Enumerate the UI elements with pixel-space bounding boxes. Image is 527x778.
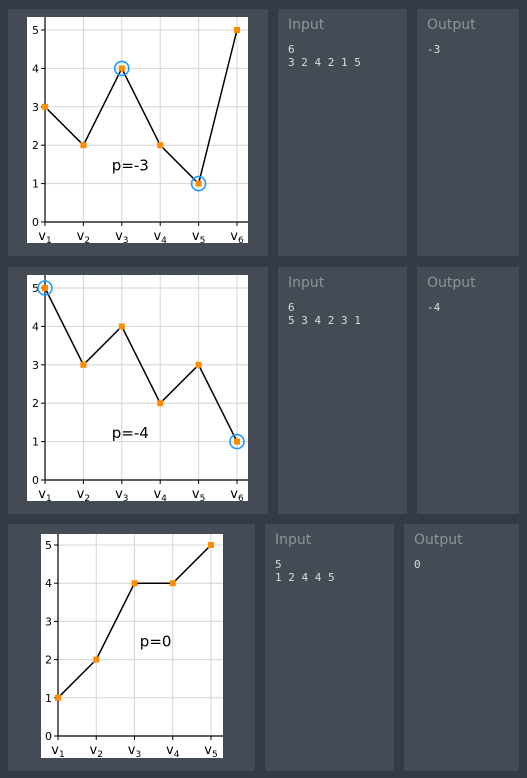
x-tick-label: v5 (204, 743, 217, 760)
data-point (131, 580, 138, 587)
data-point (42, 103, 48, 110)
y-tick-label: 1 (45, 692, 52, 705)
highlight-ring (37, 280, 53, 296)
y-tick-label: 4 (32, 62, 39, 75)
input-line: 6 (288, 43, 295, 56)
x-tick-label: v6 (230, 229, 244, 246)
output-label: Output (427, 275, 476, 291)
annotation-label: p=-4 (112, 424, 149, 442)
data-point (208, 542, 214, 548)
data-point (118, 323, 125, 330)
input-line: 6 (288, 301, 295, 314)
output-label: Output (414, 532, 463, 548)
x-tick-label: v4 (153, 487, 167, 504)
plot-background (41, 534, 223, 758)
x-tick-label: v2 (77, 487, 90, 504)
data-point (80, 361, 87, 368)
y-tick-label: 4 (45, 577, 52, 590)
x-tick-label: v3 (115, 229, 128, 246)
example-3-output-panel: Output 0 (404, 524, 519, 771)
annotation-label: p=-3 (112, 156, 149, 174)
data-point (195, 361, 202, 368)
y-tick-label: 4 (32, 320, 39, 333)
y-tick-label: 3 (32, 101, 39, 114)
y-tick-label: 1 (32, 178, 39, 191)
input-label: Input (288, 17, 325, 33)
x-tick-label: v6 (230, 487, 244, 504)
y-tick-label: 0 (45, 730, 52, 743)
example-1-plot: 0 1 2 3 4 5 v1 v2 v3 v4 v5 v6 p=-3 (27, 17, 248, 246)
y-tick-label: 3 (45, 615, 52, 628)
x-tick-label: v5 (192, 487, 205, 504)
x-tick-label: v2 (77, 229, 90, 246)
data-point (93, 656, 100, 663)
highlight-ring (190, 175, 207, 192)
x-tick-label: v1 (38, 229, 51, 246)
example-1-output-panel: Output -3 (417, 9, 519, 256)
y-tick-label: 2 (32, 397, 39, 410)
x-tick-label: v3 (128, 743, 141, 760)
data-point (195, 180, 202, 187)
plot-background (27, 17, 248, 243)
y-tick-label: 5 (32, 282, 39, 295)
x-tick-label: v1 (51, 743, 64, 760)
example-3-plot-panel: 0 1 2 3 4 5 v1 v2 v3 v4 v5 p=0 (8, 524, 255, 771)
x-tick-label: v2 (90, 743, 103, 760)
y-tick-label: 3 (32, 359, 39, 372)
data-point (234, 438, 240, 445)
data-point (80, 142, 87, 149)
x-tick-label: v1 (38, 487, 51, 504)
example-2-plot-panel: 0 1 2 3 4 5 v1 v2 v3 v4 v5 v6 p=-4 (8, 267, 268, 514)
y-tick-label: 1 (32, 436, 39, 449)
input-label: Input (275, 532, 312, 548)
x-tick-label: v3 (115, 487, 128, 504)
y-tick-label: 0 (32, 474, 39, 487)
input-line: 3 2 4 2 1 5 (288, 56, 361, 69)
y-tick-label: 0 (32, 216, 39, 229)
example-2-plot: 0 1 2 3 4 5 v1 v2 v3 v4 v5 v6 p=-4 (27, 275, 248, 504)
example-3-plot: 0 1 2 3 4 5 v1 v2 v3 v4 v5 p=0 (41, 534, 223, 760)
input-label: Input (288, 275, 325, 291)
series-line (44, 29, 238, 186)
x-tick-label: v5 (192, 229, 205, 246)
x-tick-label: v4 (166, 743, 180, 760)
example-1-plot-panel: 0 1 2 3 4 5 v1 v2 v3 v4 v5 v6 p=-3 (8, 9, 268, 256)
x-tick-label: v4 (153, 229, 167, 246)
data-point (157, 400, 164, 407)
data-point (234, 27, 240, 33)
y-tick-label: 2 (45, 654, 52, 667)
y-tick-label: 5 (32, 24, 39, 37)
input-line: 1 2 4 4 5 (275, 571, 335, 584)
y-tick-label: 2 (32, 139, 39, 152)
highlight-ring (114, 60, 130, 77)
input-line: 5 3 4 2 3 1 (288, 314, 361, 327)
example-2-output-panel: Output -4 (417, 267, 519, 514)
highlight-ring (229, 433, 245, 450)
y-tick-label: 5 (45, 539, 52, 552)
output-text: -3 (427, 43, 441, 56)
output-text: 0 (414, 558, 421, 571)
data-point (55, 694, 61, 701)
data-point (118, 65, 125, 72)
plot-background (27, 275, 248, 501)
input-line: 5 (275, 558, 282, 571)
data-point (169, 580, 176, 587)
output-label: Output (427, 17, 476, 33)
data-point (42, 285, 48, 291)
data-point (157, 142, 164, 149)
annotation-label: p=0 (140, 633, 172, 651)
output-text: -4 (427, 301, 441, 314)
series-line (44, 287, 238, 442)
